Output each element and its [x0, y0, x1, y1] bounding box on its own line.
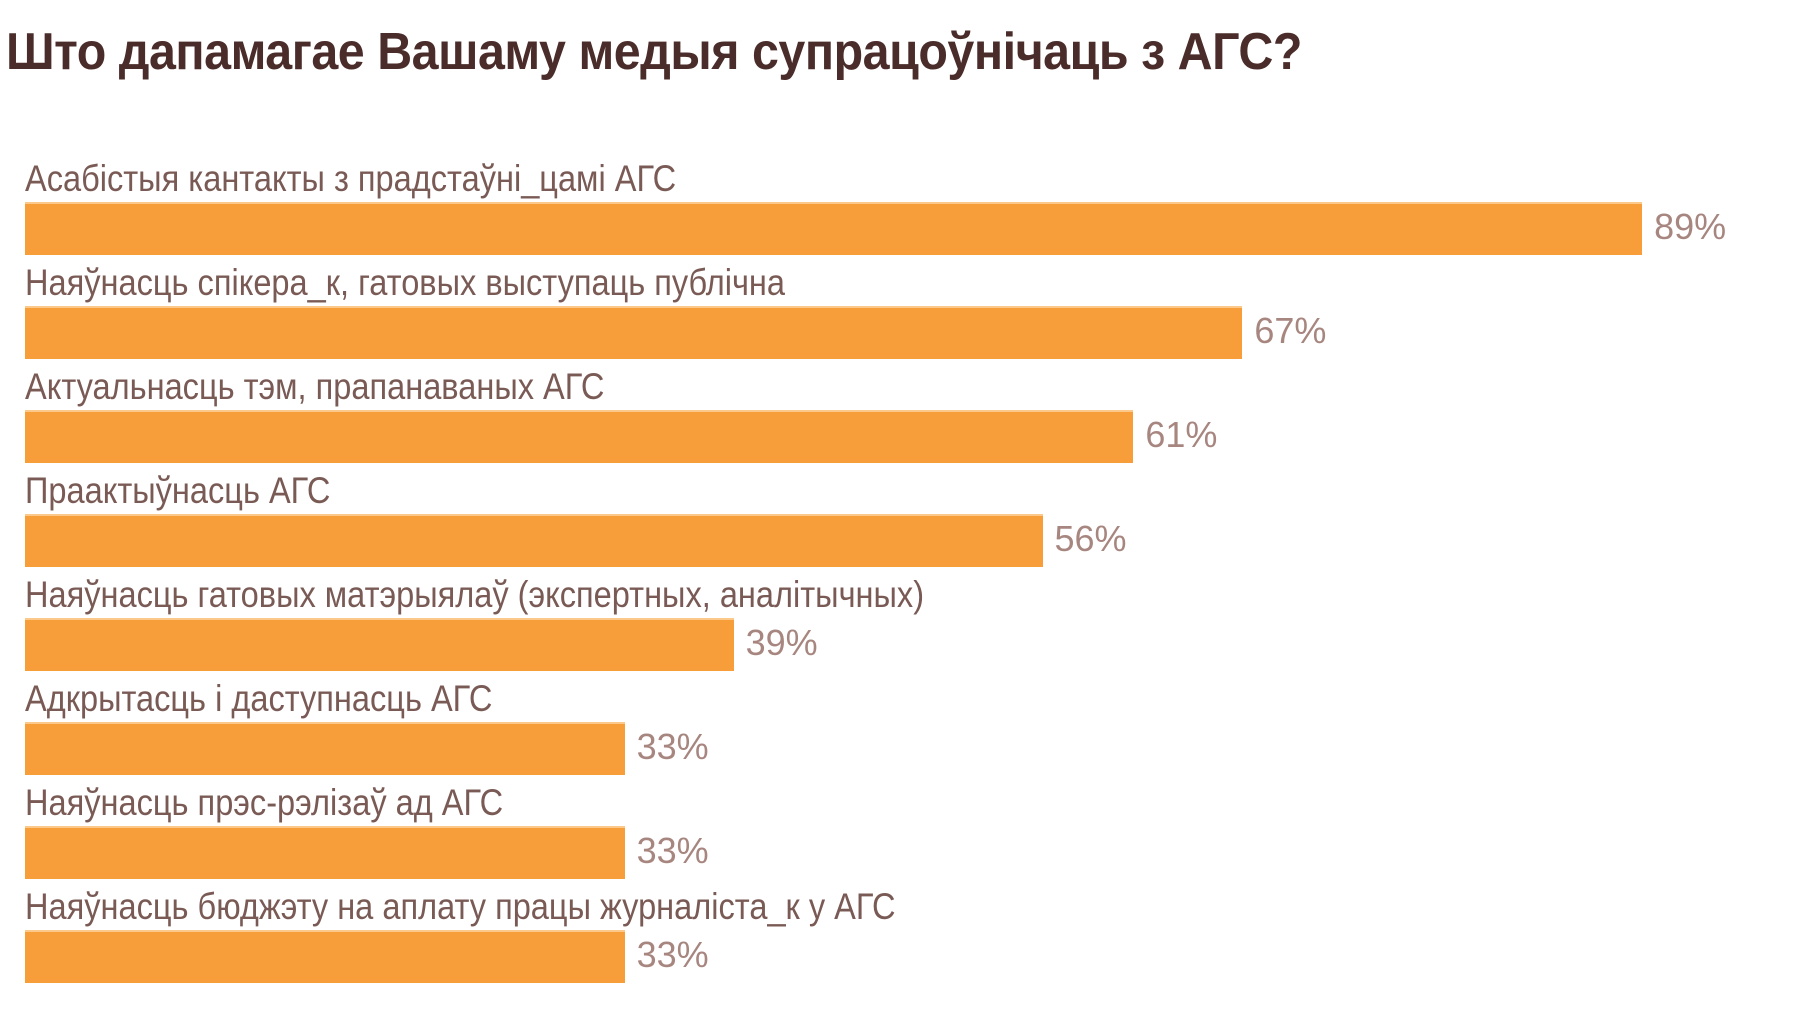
bar	[25, 514, 1043, 567]
bar-row: Наяўнасць прэс-рэлізаў ад АГС 33%	[25, 782, 1805, 930]
bar-label: Адкрытасць і даступнасць АГС	[25, 678, 493, 719]
bar-value: 39%	[745, 622, 818, 663]
bar-label: Наяўнасць гатовых матэрыялаў (экспертных…	[25, 574, 925, 615]
bar-value: 56%	[1054, 518, 1127, 559]
bar-value: 33%	[636, 934, 709, 975]
bar	[25, 618, 734, 671]
bar-row: Наяўнасць спікера_к, гатовых выступаць п…	[25, 262, 1805, 410]
bar-row: Адкрытасць і даступнасць АГС 33%	[25, 678, 1805, 826]
bar	[25, 410, 1134, 463]
bar-row: Праактыўнасць АГС 56%	[25, 470, 1805, 618]
bar	[25, 722, 625, 775]
bar-label: Наяўнасць прэс-рэлізаў ад АГС	[25, 782, 504, 823]
bar-row: Асабістыя кантакты з прадстаўні_цамі АГС…	[25, 158, 1805, 306]
bar-value: 67%	[1254, 310, 1327, 351]
chart-title: Што дапамагае Вашаму медыя супрацоўнічац…	[6, 23, 1302, 81]
bar-row: Наяўнасць гатовых матэрыялаў (экспертных…	[25, 574, 1805, 722]
bar-value: 33%	[636, 830, 709, 871]
bar-value: 33%	[636, 726, 709, 767]
bar-row: Актуальнасць тэм, прапанаваных АГС 61%	[25, 366, 1805, 514]
bar-value: 61%	[1145, 414, 1218, 455]
bar-label: Праактыўнасць АГС	[25, 470, 331, 511]
bar-label: Наяўнасць спікера_к, гатовых выступаць п…	[25, 262, 786, 303]
bar-label: Наяўнасць бюджэту на аплату працы журнал…	[25, 886, 896, 927]
bar	[25, 930, 625, 983]
bar-row: Наяўнасць бюджэту на аплату працы журнал…	[25, 886, 1805, 1034]
bar-label: Асабістыя кантакты з прадстаўні_цамі АГС	[25, 158, 677, 199]
bar	[25, 202, 1643, 255]
bar-value: 89%	[1654, 206, 1727, 247]
bar-label: Актуальнасць тэм, прапанаваных АГС	[25, 366, 605, 407]
bar	[25, 826, 625, 879]
bar	[25, 306, 1243, 359]
